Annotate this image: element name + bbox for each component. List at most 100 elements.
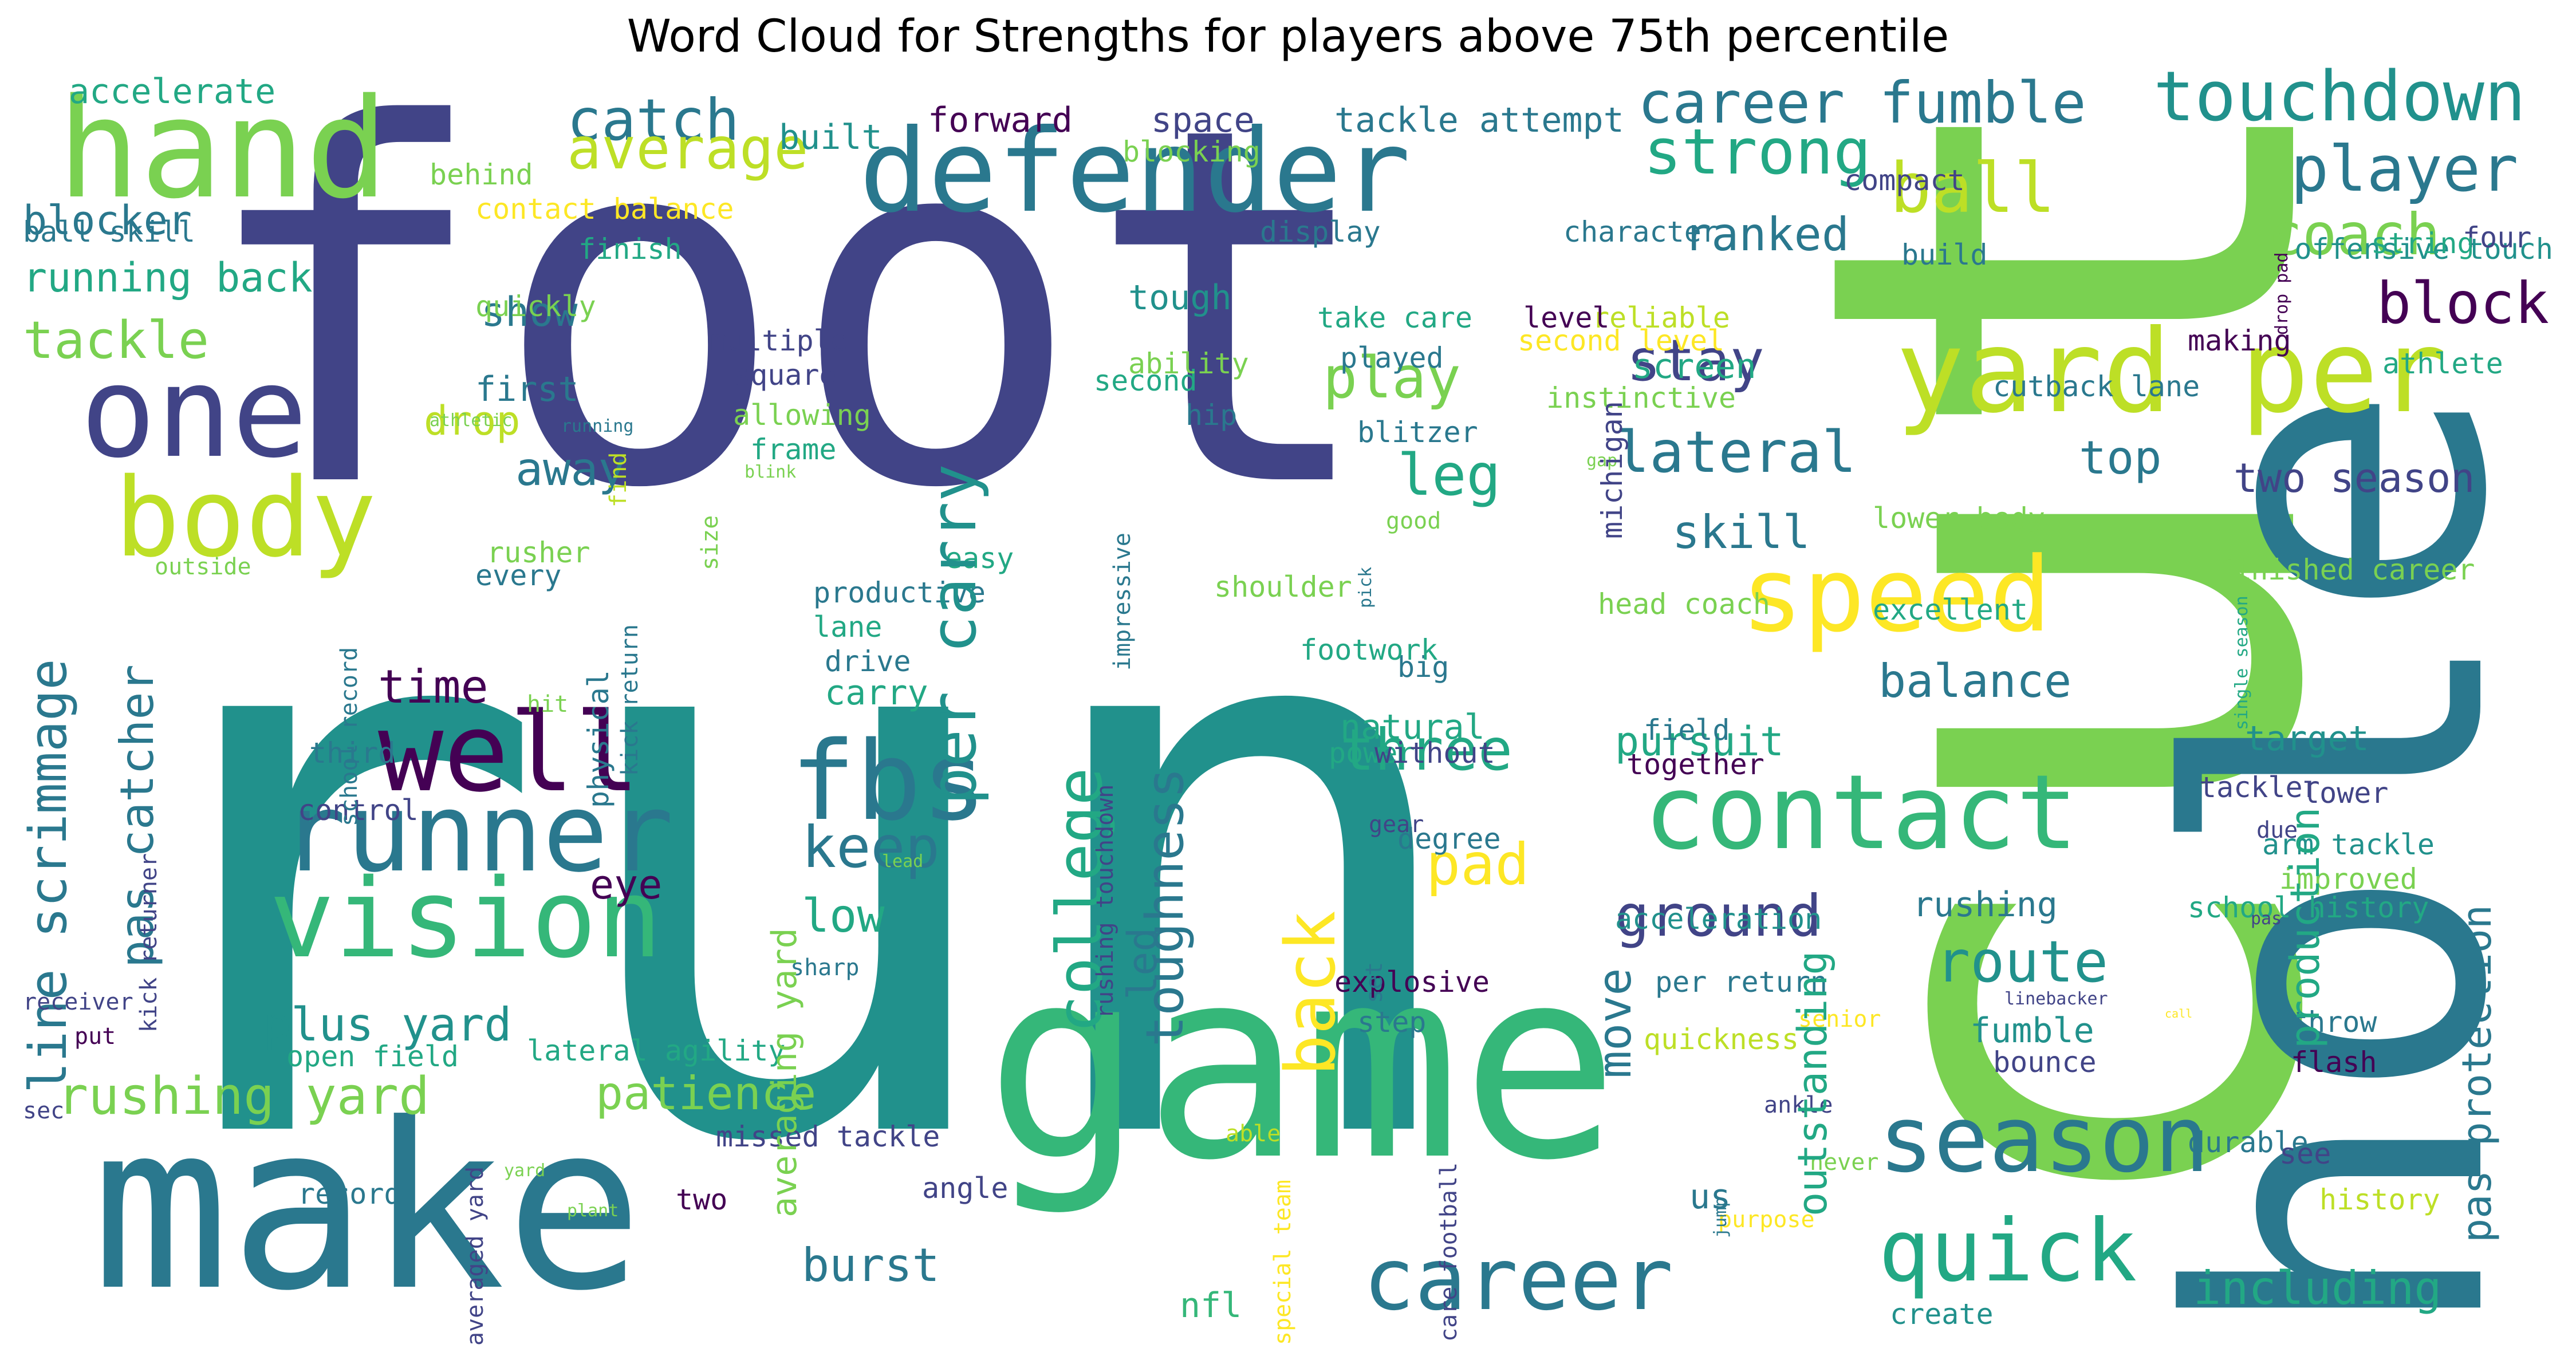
word-career-fumble: career fumble (1638, 69, 2086, 136)
word-block: block (2377, 270, 2550, 337)
word-angle: angle (922, 1172, 1009, 1205)
word-plus-yard: plus yard (263, 998, 512, 1051)
word-footwork: footwork (1300, 633, 1438, 667)
word-bounce: bounce (1993, 1046, 2097, 1079)
word-catch: catch (567, 86, 740, 153)
word-production: production (2282, 807, 2329, 1049)
word-ranked: ranked (1684, 208, 1849, 261)
word-michigan: michigan (1596, 401, 1629, 539)
word-per-carry: per carry (917, 464, 990, 806)
word-pursuit: pursuit (1615, 718, 1785, 765)
word-four: four (2463, 221, 2532, 254)
word-record: record (298, 1177, 401, 1211)
word-three: three (1340, 716, 1513, 783)
word-open-field: open field (286, 1040, 459, 1073)
word-foot: foot (195, 63, 1381, 596)
word-finished-career: finished career (2216, 553, 2475, 586)
word-rusher: rusher (487, 536, 590, 569)
word-athlete: athlete (2382, 347, 2503, 380)
word-durable: durable (2188, 1126, 2309, 1159)
word-head-coach: head coach (1598, 588, 1771, 621)
word-cloud: foot run cut hole game make defender yard per ha… (23, 63, 2553, 1346)
word-ball: ball (1890, 149, 2055, 228)
word-one: one (80, 339, 308, 486)
word-compact: compact (1844, 164, 1965, 197)
word-vision: vision (269, 856, 663, 982)
word-outstanding: outstanding (1789, 951, 1836, 1216)
word-game: game (985, 912, 1620, 1218)
word-drop-pad: drop pad (2272, 252, 2292, 335)
word-tackle: tackle (23, 310, 210, 370)
word-reliable: reliable (1592, 301, 1730, 334)
word-hand: hand (57, 69, 388, 229)
word-blocker: blocker (23, 197, 192, 244)
word-productive: productive (813, 576, 986, 609)
word-jump: jump (1711, 1197, 1731, 1239)
word-care-football: care football (1436, 1162, 1462, 1342)
word-ability: ability (1128, 347, 1249, 380)
word-pick: pick (1356, 567, 1376, 609)
word-every: every (475, 559, 562, 592)
word-top: top (2079, 431, 2162, 484)
word-finish: finish (578, 232, 682, 266)
word-running-back: running back (23, 254, 313, 301)
word-lower-body: lower body (1873, 502, 2046, 535)
word-average: average (567, 115, 809, 182)
word-allowing: allowing (733, 399, 871, 432)
word-size: size (697, 515, 723, 571)
word-including: including (2193, 1262, 2442, 1315)
word-build: build (1901, 238, 1988, 271)
word-together: together (1626, 748, 1764, 781)
word-quickness: quickness (1644, 1023, 1799, 1056)
word-cutback-lane: cutback lane (1993, 370, 2200, 403)
word-due: due (2256, 817, 2298, 843)
word-tough: tough (1128, 278, 1232, 318)
word-make: make (92, 1075, 644, 1341)
word-pad: pad (1426, 831, 1530, 898)
word-run: run (86, 412, 1483, 1311)
word-speed: speed (1741, 535, 2051, 655)
word-ground: ground (1615, 882, 1822, 949)
word-quickly: quickly (475, 290, 596, 323)
word-find: find (605, 452, 632, 508)
word-play: play (1323, 344, 1461, 411)
word-linebacker: linebacker (2004, 989, 2108, 1009)
word-two-season: two season (2234, 455, 2475, 502)
word-away: away (515, 443, 626, 496)
word-coach: coach (2268, 201, 2441, 268)
word-lateral-agility: lateral agility (527, 1034, 786, 1067)
word-season: season (1878, 1086, 2209, 1193)
word-physical: physical (582, 670, 615, 808)
word-move: move (1588, 968, 1641, 1078)
word-level: level (1523, 301, 1610, 334)
word-without: without (1374, 736, 1495, 770)
word-body: body (115, 455, 377, 581)
word-third: third (309, 736, 396, 770)
word-patience: patience (596, 1067, 817, 1120)
word-carry: carry (825, 673, 928, 713)
word-history: history (2319, 1183, 2440, 1216)
word-tackle-attempt: tackle attempt (1334, 100, 1624, 140)
word-never: never (1810, 1149, 1879, 1176)
word-instinctive: instinctive (1546, 381, 1736, 415)
word-route: route (1936, 928, 2109, 995)
word-take-care: take care (1317, 301, 1472, 334)
word-gap: gap (1586, 451, 1618, 471)
word-explosive: explosive (1334, 965, 1490, 999)
word-acceleration: acceleration (1615, 902, 1822, 936)
word-screen: screen (1632, 346, 1756, 387)
word-lead: lead (882, 852, 924, 872)
word-ankle: ankle (1764, 1092, 1833, 1118)
word-show: show (481, 289, 578, 336)
word-senior: senior (1798, 1006, 1881, 1032)
word-plant: plant (567, 1201, 619, 1221)
word-kick-return: kick return (617, 624, 643, 776)
word-yard-per: yard per (1896, 305, 2448, 439)
word-throw: throw (2291, 1006, 2377, 1039)
word-stay: stay (1626, 327, 1764, 394)
word-target: target (2245, 719, 2369, 759)
word-hit: hit (527, 691, 569, 718)
word-impressive: impressive (1109, 533, 1136, 671)
word-string: string (2371, 227, 2475, 260)
word-call: call (2165, 1007, 2193, 1020)
